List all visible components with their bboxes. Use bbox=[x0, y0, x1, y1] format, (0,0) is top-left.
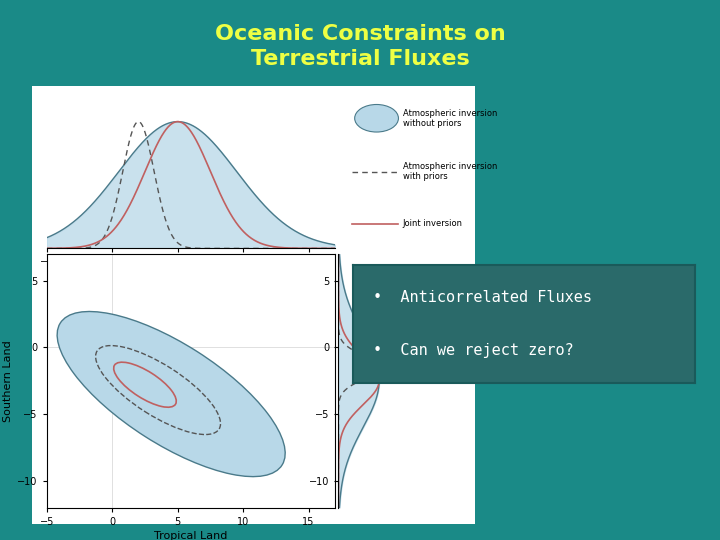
Text: Oceanic Constraints on
Terrestrial Fluxes: Oceanic Constraints on Terrestrial Fluxe… bbox=[215, 24, 505, 69]
X-axis label: Tropical Land: Tropical Land bbox=[154, 531, 228, 540]
Text: Joint inversion: Joint inversion bbox=[402, 219, 462, 228]
Ellipse shape bbox=[57, 312, 285, 477]
Text: •  Anticorrelated Fluxes: • Anticorrelated Fluxes bbox=[373, 291, 593, 305]
Text: Atmospheric inversion
without priors: Atmospheric inversion without priors bbox=[402, 109, 497, 128]
Text: Atmospheric inversion
with priors: Atmospheric inversion with priors bbox=[402, 162, 497, 181]
Text: •  Can we reject zero?: • Can we reject zero? bbox=[373, 343, 574, 357]
Y-axis label: Southern Land: Southern Land bbox=[3, 340, 13, 422]
Ellipse shape bbox=[355, 105, 398, 132]
